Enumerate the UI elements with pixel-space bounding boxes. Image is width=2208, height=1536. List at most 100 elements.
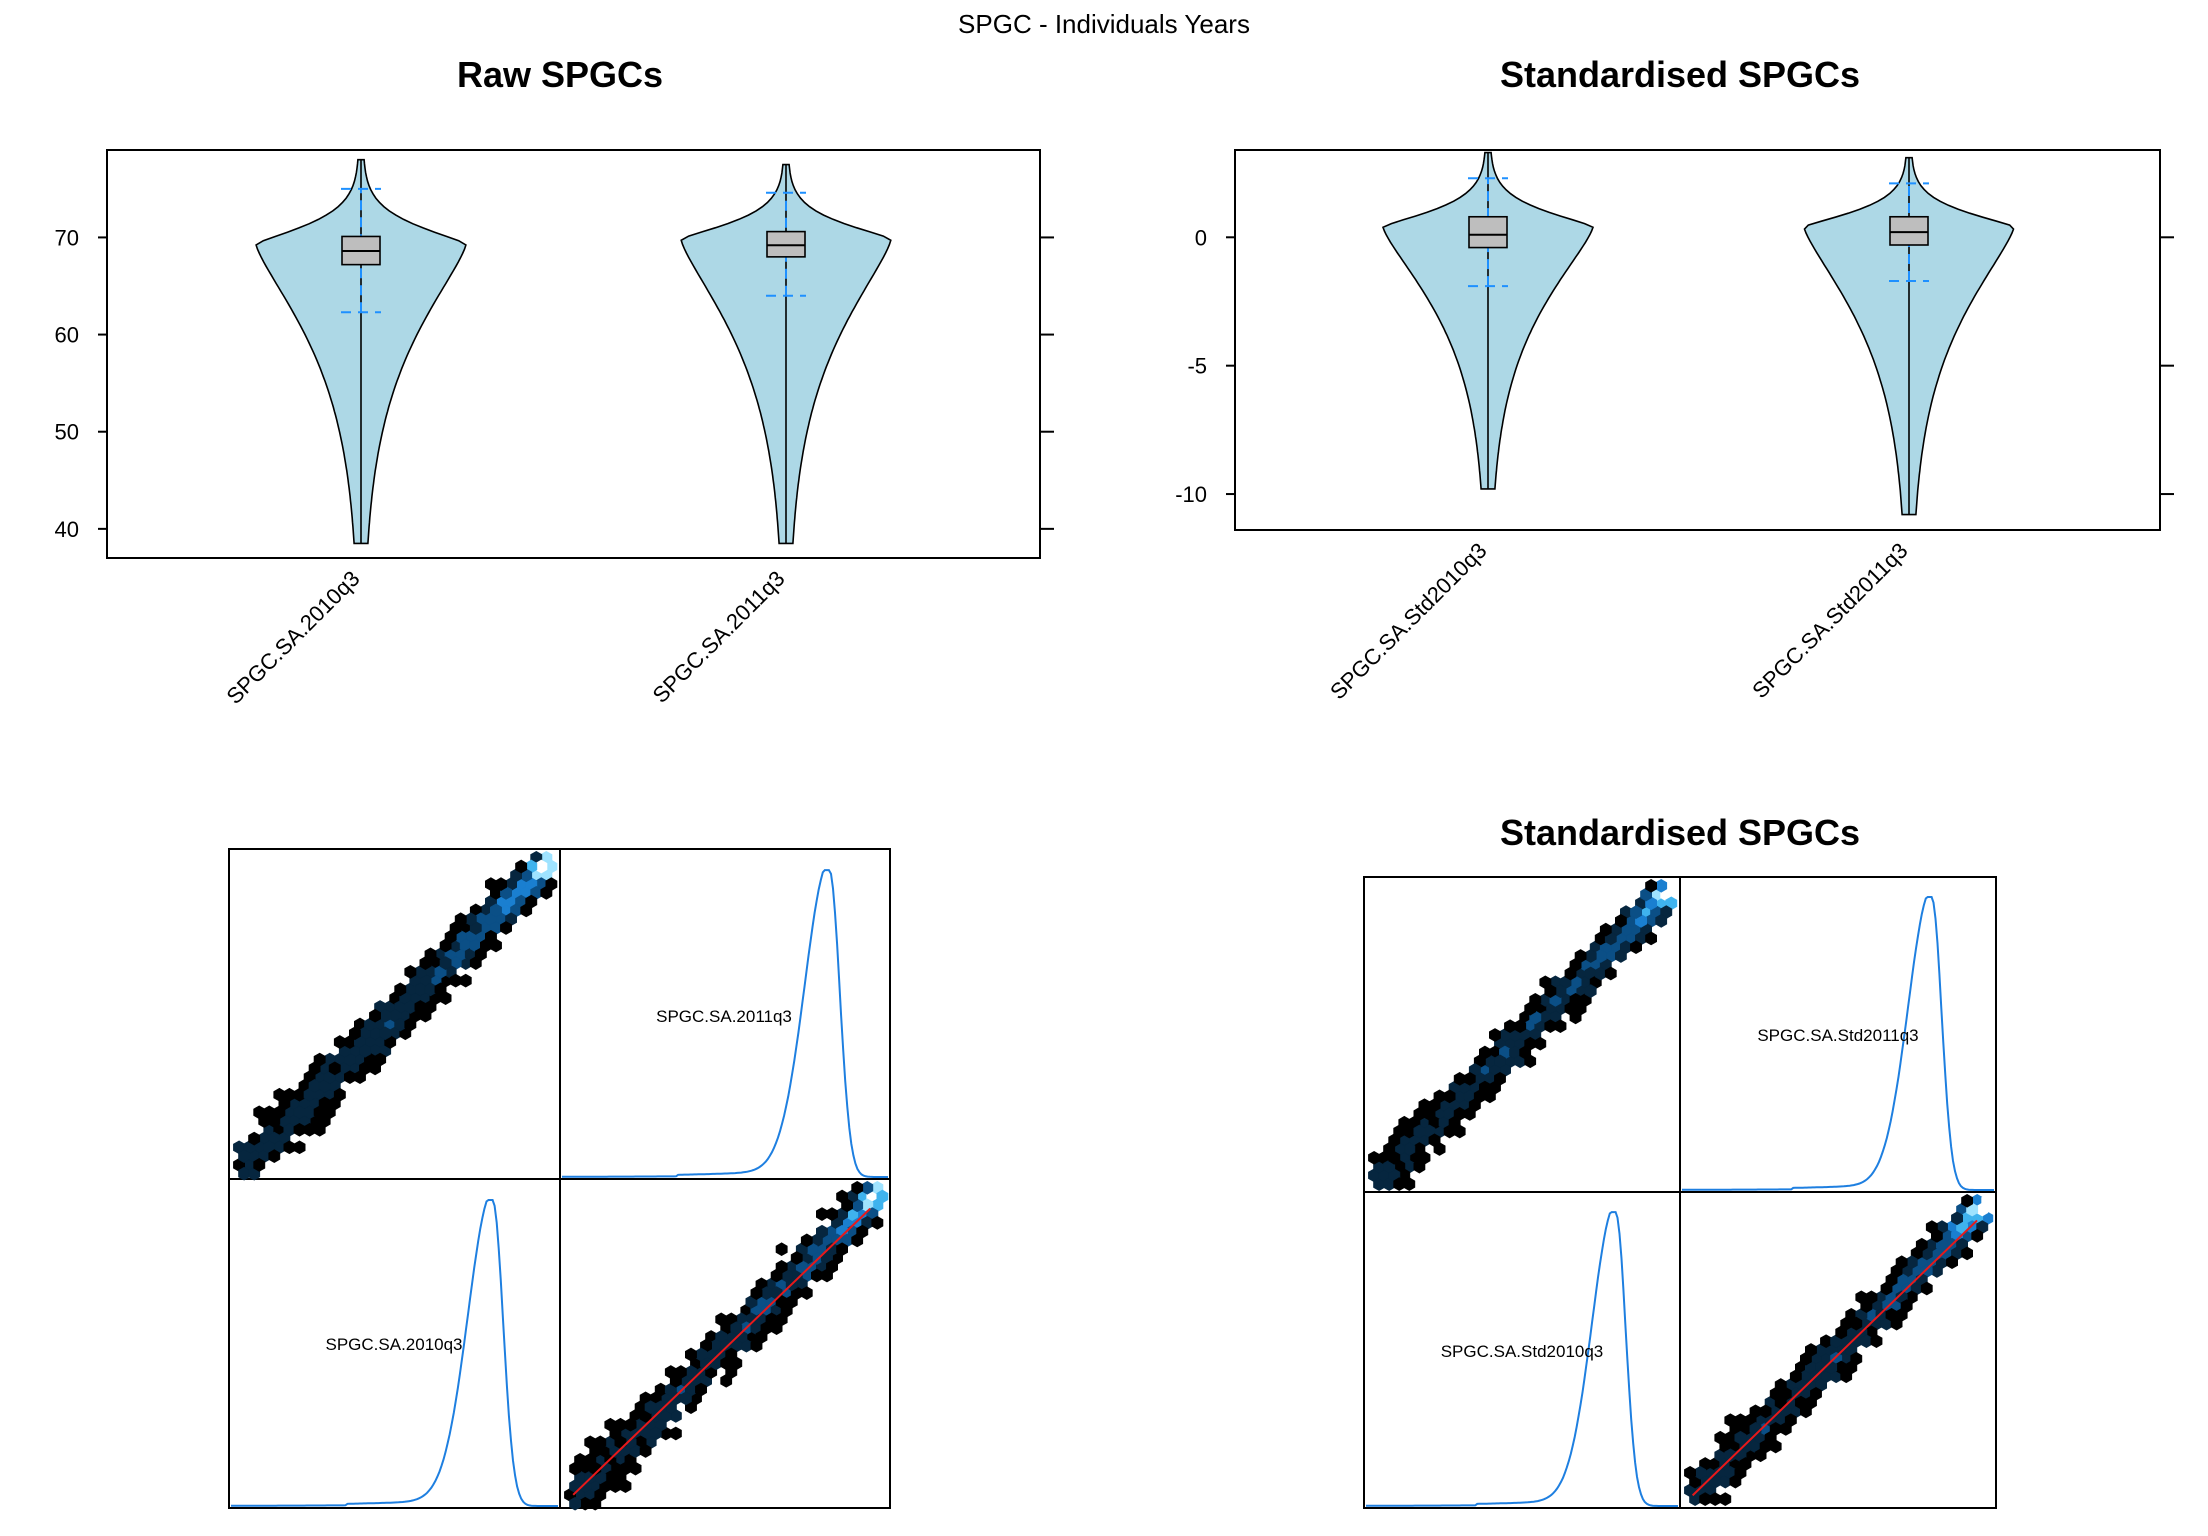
hexbin-cell [1413,1124,1426,1139]
hexbin-cell [1810,1386,1822,1401]
hexbin-cell [1655,914,1668,928]
hexbin-cell [1759,1404,1772,1419]
panel-std-violins: Standardised SPGCs -10 -5 0 SPGC.SA.Std2010… [1175,54,2174,704]
hexbin-cell [369,1008,381,1023]
hexbin-cell [720,1373,733,1388]
hexbin-cell [333,1087,346,1102]
hexbin-cell [1789,1369,1802,1384]
hexbin-cell [1925,1220,1938,1234]
hexbin-cell [1895,1255,1908,1270]
hexbin-cell [1428,1133,1441,1148]
hexbin-cell [589,1444,602,1458]
hexbin-cell [1604,966,1617,981]
panel-std-scatter-matrix: Standardised SPGCs SPGC.SA.Std2011q3 SPGC… [1363,812,1997,1509]
matrix-content-raw [231,850,889,1511]
hexbin-cell [238,1149,250,1163]
hexbin-cell [1453,1071,1466,1086]
hexbin-cell [685,1347,697,1362]
hexbin-cell [268,1114,281,1128]
hexbin-cell [1860,1334,1873,1349]
hexbin-cell [816,1207,828,1221]
y-tick-label: 50 [55,420,79,445]
hexbin-cell [293,1140,306,1155]
hexbin-cell [515,859,528,874]
panel-title-std: Standardised SPGCs [1500,54,1860,95]
hexbin-cell [669,1426,682,1441]
hexbin-cell [293,1122,306,1137]
hexbin-cell [1835,1325,1848,1340]
hexbin-cell [1915,1237,1928,1252]
hexbin-cell [569,1496,581,1511]
hexbin-cell [695,1382,707,1397]
hexbin-cell [439,956,452,970]
hexbin-cell [1981,1193,1994,1208]
hexbin-cell [1860,1299,1873,1313]
hexbin-cell [1779,1422,1792,1436]
hexbin-cell [1754,1448,1767,1463]
hexbin-cell [349,1026,361,1041]
hexbin-cell [1388,1133,1401,1148]
y-tick-label: -5 [1187,354,1207,379]
hexbin-cell [876,1189,889,1204]
hexbin-cell [680,1391,692,1406]
hexbin-cell [1448,1115,1461,1130]
density-curve [562,869,888,1178]
hexbin-cell [308,1061,321,1076]
hexbin-cell [664,1365,677,1379]
y-tick-label: 40 [55,517,79,542]
hexbin-cell [785,1294,798,1309]
hexbin-cell [851,1180,864,1195]
hexbin-cell [500,921,512,935]
hexbin-cell [1489,1028,1501,1042]
hexbin-cell [1584,984,1597,998]
hexbin-cell [253,1158,266,1172]
hexbin-cell [1615,914,1627,928]
hexbin-cell [1920,1281,1933,1296]
hexbin-cell [379,1026,392,1041]
hexbin-cell [419,956,432,970]
hexbin-cell [1971,1229,1984,1243]
fit-line [572,1207,871,1496]
panel-title-std-matrix: Standardised SPGCs [1500,812,1860,853]
hexbin-cell [439,991,452,1006]
hexbin-cell [1800,1351,1812,1366]
y-tick-label: 0 [1195,225,1207,250]
hexbin-cell [394,982,407,997]
density-curve [1366,1211,1678,1507]
x-category-label: SPGC.SA.2010q3 [221,566,364,709]
x-category-label: SPGC.SA.Std2011q3 [1747,538,1912,703]
diag-label-raw-2010: SPGC.SA.2010q3 [325,1335,462,1354]
hexbin-cell [1630,940,1642,955]
hexbin-cell [1630,905,1642,919]
hexbin-cell [469,956,482,970]
hexbin-cell [1724,1413,1737,1428]
hexbin-cell [594,1488,607,1502]
hexbin-cell [730,1321,743,1336]
hexbin-cell [1961,1193,1973,1208]
hexbin-cell [1645,878,1657,893]
hexbin-cell [1479,1045,1491,1060]
hexbin-cell [354,1070,366,1085]
hexbin-cell [303,1122,316,1137]
diag-label-std-2011: SPGC.SA.Std2011q3 [1757,1026,1918,1045]
hexbin-cell [333,1035,346,1049]
hexbin-cell [629,1461,642,1476]
hexbin-cell [318,1096,331,1111]
matrix-content-std [1366,878,1994,1507]
hexbin-cell [1850,1351,1863,1366]
hexbin-cell [1433,1089,1446,1104]
hexbin-cell [1699,1492,1712,1506]
hexbin-cell [1418,1150,1431,1165]
hexbin-cell [856,1224,869,1239]
y-tick-label: 70 [55,225,79,250]
hexbin-cell [1524,1054,1537,1069]
hexbin-cell [344,1070,356,1085]
fit-line [1691,1219,1978,1497]
hexbin-cell [1774,1378,1787,1392]
hexbin-cell [1564,966,1577,981]
hexbin-cell [1645,931,1657,946]
hexbin-cell [841,1198,853,1213]
density-curve [1682,896,1994,1191]
x-category-label: SPGC.SA.2011q3 [648,566,790,708]
plot-frame-std [1234,149,2161,531]
